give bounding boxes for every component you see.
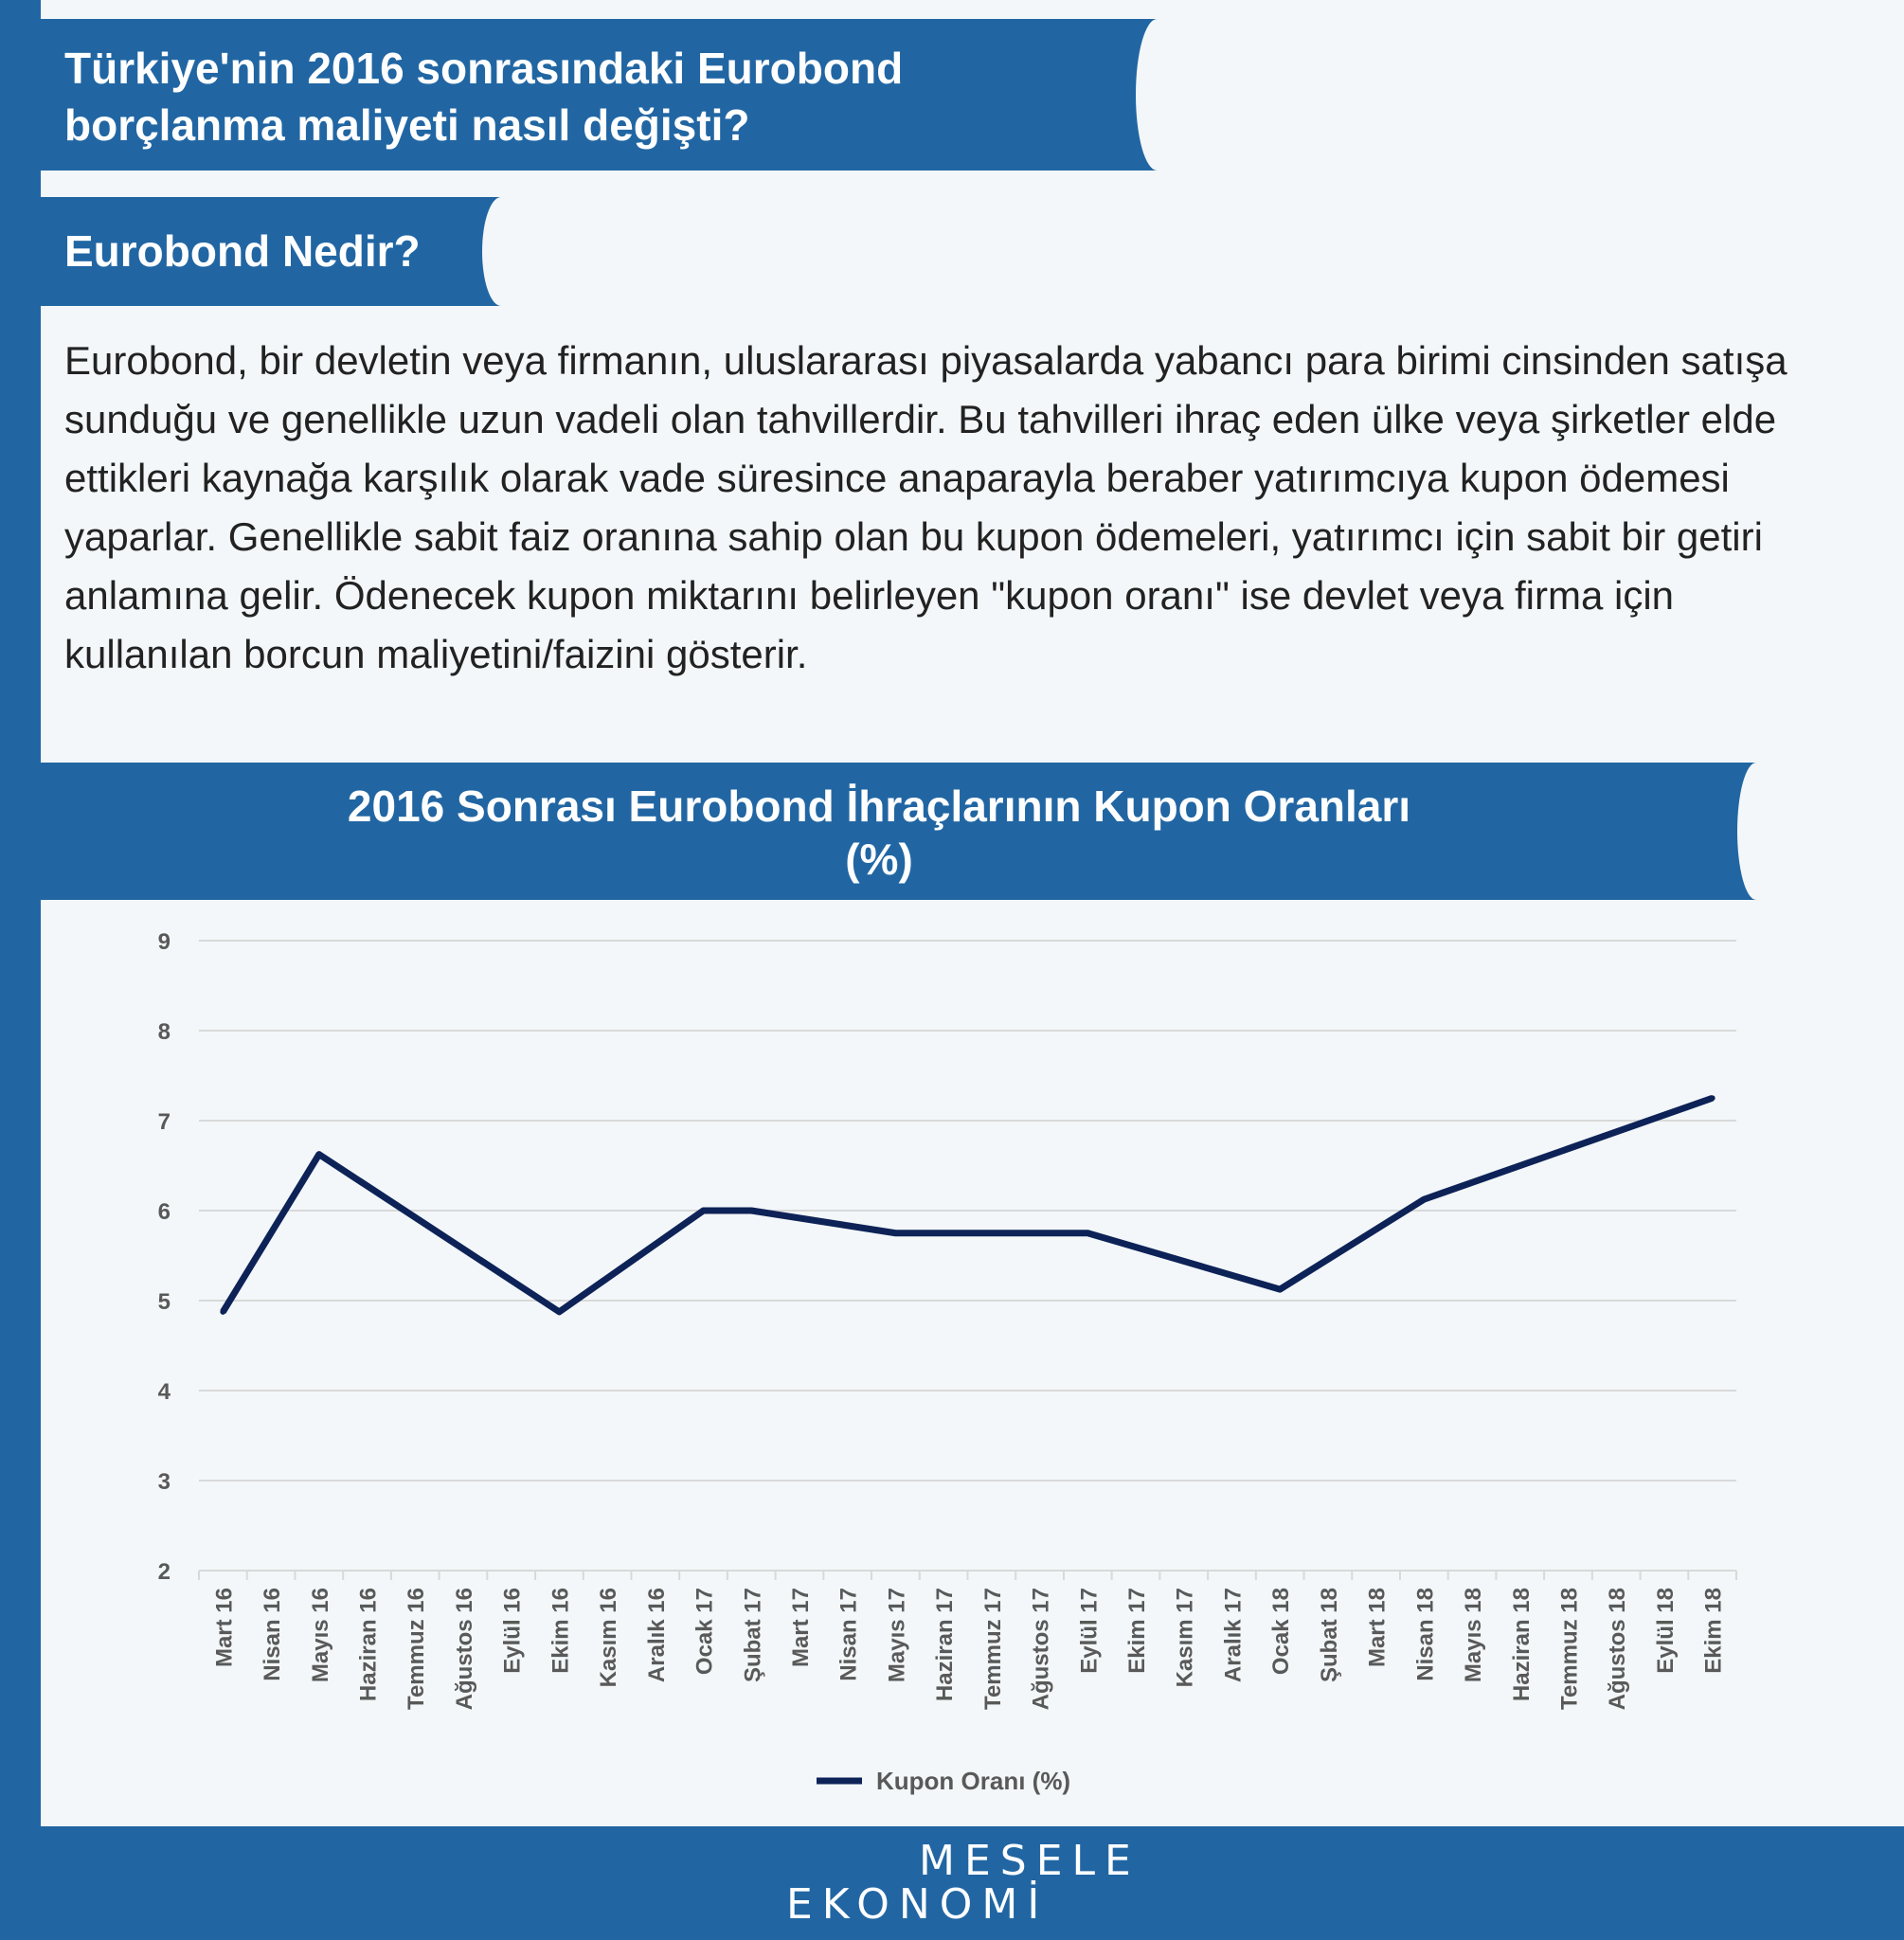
data-point <box>1421 1196 1428 1203</box>
x-tick-label: Mart 17 <box>788 1588 814 1667</box>
x-tick-label: Mart 16 <box>211 1588 237 1667</box>
y-tick-label: 8 <box>158 1019 171 1045</box>
data-point <box>315 1151 322 1158</box>
x-tick-label: Ocak 18 <box>1268 1588 1294 1675</box>
x-tick-label: Eylül 18 <box>1653 1588 1679 1674</box>
section-heading: Eurobond Nedir? <box>41 197 520 306</box>
y-tick-label: 6 <box>158 1199 171 1225</box>
logo: MESELE EKONOMİ <box>786 1837 1141 1929</box>
x-tick-label: Eylül 17 <box>1076 1588 1102 1674</box>
x-tick-label: Ekim 17 <box>1124 1588 1150 1674</box>
data-point <box>556 1308 563 1315</box>
x-tick-label: Nisan 18 <box>1412 1588 1438 1681</box>
x-tick-label: Aralık 16 <box>644 1588 670 1682</box>
left-border <box>0 0 41 1940</box>
x-tick-label: Haziran 18 <box>1509 1588 1535 1701</box>
x-tick-label: Eylül 16 <box>500 1588 526 1674</box>
y-tick-label: 9 <box>158 929 171 955</box>
x-tick-label: Temmuz 16 <box>404 1588 429 1710</box>
x-tick-label: Temmuz 18 <box>1556 1588 1582 1710</box>
title-line-1: Türkiye'nin 2016 sonrasındaki Eurobond <box>64 44 904 93</box>
x-tick-label: Temmuz 17 <box>980 1588 1006 1710</box>
chart-title: 2016 Sonrası Eurobond İhraçlarının Kupon… <box>347 781 1411 831</box>
data-point <box>1277 1286 1284 1293</box>
x-tick-label: Nisan 16 <box>260 1588 285 1681</box>
data-point <box>220 1308 226 1315</box>
y-tick-label: 5 <box>158 1289 171 1315</box>
x-tick-label: Kasım 17 <box>1173 1588 1198 1687</box>
data-point <box>748 1208 755 1213</box>
title-line-2: borçlanma maliyeti nasıl değişti? <box>64 100 750 150</box>
data-point <box>700 1208 707 1213</box>
x-tick-label: Mayıs 18 <box>1461 1588 1486 1682</box>
y-tick-label: 7 <box>158 1109 171 1135</box>
x-tick-label: Mayıs 17 <box>884 1588 909 1682</box>
x-tick-label: Şubat 18 <box>1317 1588 1342 1682</box>
y-tick-label: 4 <box>158 1379 171 1405</box>
data-point <box>1709 1095 1715 1102</box>
x-tick-label: Ağustos 18 <box>1605 1588 1630 1710</box>
footer: MESELE EKONOMİ <box>0 1826 1904 1940</box>
y-tick-label: 2 <box>158 1559 171 1585</box>
page-title: Türkiye'nin 2016 sonrasındaki Eurobond b… <box>41 19 1178 171</box>
section-body: Eurobond, bir devletin veya firmanın, ul… <box>64 338 1787 676</box>
x-tick-label: Ekim 18 <box>1701 1588 1727 1674</box>
x-tick-label: Mayıs 16 <box>308 1588 333 1682</box>
legend-label: Kupon Oranı (%) <box>876 1767 1070 1795</box>
x-tick-label: Ağustos 17 <box>1029 1588 1054 1710</box>
chart-title-banner: 2016 Sonrası Eurobond İhraçlarının Kupon… <box>41 763 1775 900</box>
x-tick-label: Aralık 17 <box>1220 1588 1246 1682</box>
data-point <box>1085 1230 1091 1236</box>
x-tick-label: Kasım 16 <box>596 1588 621 1687</box>
x-tick-label: Mart 18 <box>1365 1588 1391 1667</box>
x-tick-label: Ağustos 16 <box>452 1588 477 1710</box>
line-chart: 2 3 4 5 6 7 8 9 Mart 16 Nisan 16 Mayıs 16 Haziran 1… <box>158 929 1737 1795</box>
y-tick-label: 3 <box>158 1469 171 1495</box>
series-line <box>220 1094 1714 1316</box>
data-point <box>892 1230 899 1236</box>
x-tick-label: Ocak 17 <box>692 1588 718 1675</box>
x-tick-label: Haziran 16 <box>356 1588 382 1701</box>
chart-subtitle: (%) <box>845 835 913 884</box>
x-tick-label: Nisan 17 <box>836 1588 862 1681</box>
x-tick-label: Haziran 17 <box>932 1588 958 1701</box>
x-tick-label: Ekim 16 <box>548 1588 573 1674</box>
x-tick-label: Şubat 17 <box>740 1588 765 1682</box>
